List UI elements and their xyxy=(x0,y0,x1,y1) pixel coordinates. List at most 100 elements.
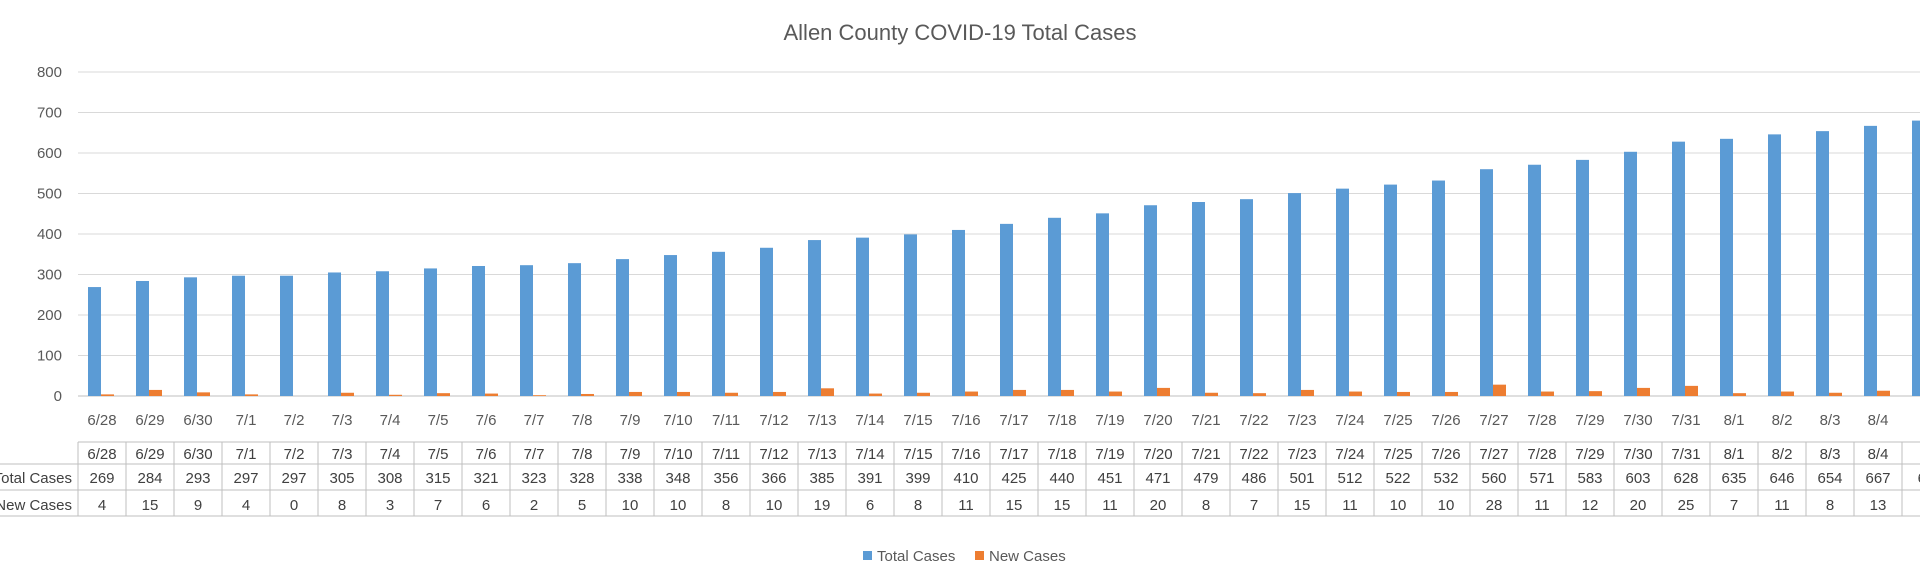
total-cases-cell: 338 xyxy=(617,470,642,487)
table-date-cell: 7/3 xyxy=(332,446,353,463)
new-cases-bar xyxy=(1301,389,1314,396)
x-tick-label: 8/4 xyxy=(1868,412,1889,429)
x-tick-label: 7/7 xyxy=(524,412,545,429)
table-date-cell: 7/15 xyxy=(903,446,932,463)
bars xyxy=(88,120,1920,397)
x-tick-label: 7/12 xyxy=(759,412,788,429)
y-tick-label: 100 xyxy=(37,348,62,365)
table-date-cell: 7/21 xyxy=(1191,446,1220,463)
new-cases-cell: 10 xyxy=(1390,497,1407,514)
table-date-cell: 7/1 xyxy=(236,446,257,463)
x-tick-label: 7/8 xyxy=(572,412,593,429)
new-cases-cell: 25 xyxy=(1678,497,1695,514)
total-cases-cell: 293 xyxy=(185,470,210,487)
x-tick-label: 7/26 xyxy=(1431,412,1460,429)
new-cases-cell: 13 xyxy=(1870,497,1887,514)
total-cases-cell: 410 xyxy=(953,470,978,487)
total-cases-cell: 667 xyxy=(1865,470,1890,487)
x-tick-label: 7/30 xyxy=(1623,412,1652,429)
chart-title: Allen County COVID-19 Total Cases xyxy=(784,20,1137,45)
total-cases-cell: 571 xyxy=(1529,470,1554,487)
new-cases-cell: 15 xyxy=(1006,497,1023,514)
table-date-cell: 6/28 xyxy=(87,446,116,463)
new-cases-cell: 28 xyxy=(1486,497,1503,514)
new-cases-bar xyxy=(1445,391,1458,396)
new-cases-cell: 5 xyxy=(578,497,586,514)
total-cases-cell: 315 xyxy=(425,470,450,487)
x-tick-label: 7/24 xyxy=(1335,412,1364,429)
total-cases-cell: 512 xyxy=(1337,470,1362,487)
total-cases-cell: 501 xyxy=(1289,470,1314,487)
y-tick-label: 600 xyxy=(37,145,62,162)
table-date-cell: 7/12 xyxy=(759,446,788,463)
total-cases-bar xyxy=(1240,199,1253,396)
total-cases-bar xyxy=(952,229,965,396)
gridlines xyxy=(78,71,1920,397)
total-cases-cell: 635 xyxy=(1721,470,1746,487)
y-tick-label: 500 xyxy=(37,186,62,203)
new-cases-cell: 8 xyxy=(1826,497,1834,514)
total-cases-cell: 68 xyxy=(1918,470,1920,487)
new-cases-bar xyxy=(341,392,354,396)
new-cases-cell: 8 xyxy=(914,497,922,514)
x-tick-label: 7/17 xyxy=(999,412,1028,429)
total-cases-bar xyxy=(1480,169,1493,396)
new-cases-bar xyxy=(725,392,738,396)
table-date-cell: 7/26 xyxy=(1431,446,1460,463)
total-cases-cell: 451 xyxy=(1097,470,1122,487)
x-axis: 6/28 6/29 6/30 7/1 7/2 7/3 7/4 7/5 7/6 7/7 7/8 7/9 7… xyxy=(87,412,1920,429)
table-date-cell: 8/3 xyxy=(1820,446,1841,463)
total-cases-bar xyxy=(760,247,773,396)
total-cases-bar xyxy=(1048,217,1061,396)
table-date-cell: 7/9 xyxy=(620,446,641,463)
y-tick-label: 0 xyxy=(54,388,62,405)
total-cases-cell: 646 xyxy=(1769,470,1794,487)
table-date-cell: 7/24 xyxy=(1335,446,1364,463)
total-cases-cell: 532 xyxy=(1433,470,1458,487)
legend-swatch xyxy=(975,551,984,560)
total-cases-bar xyxy=(1864,125,1877,397)
new-cases-cell: 10 xyxy=(1438,497,1455,514)
x-tick-label: 7/16 xyxy=(951,412,980,429)
total-cases-bar xyxy=(664,255,677,396)
new-cases-bar xyxy=(1781,391,1794,396)
total-cases-cell: 603 xyxy=(1625,470,1650,487)
new-cases-cell: 15 xyxy=(142,497,159,514)
new-cases-cell: 7 xyxy=(434,497,442,514)
total-cases-cell: 560 xyxy=(1481,470,1506,487)
x-tick-label: 7/31 xyxy=(1671,412,1700,429)
new-cases-bar xyxy=(485,393,498,396)
new-cases-cell: 6 xyxy=(866,497,874,514)
y-tick-label: 800 xyxy=(37,64,62,81)
new-cases-cell: 7 xyxy=(1730,497,1738,514)
total-cases-bar xyxy=(904,234,917,396)
total-cases-cell: 297 xyxy=(233,470,258,487)
total-cases-cell: 479 xyxy=(1193,470,1218,487)
new-cases-cell: 11 xyxy=(1342,497,1358,514)
total-cases-bar xyxy=(472,265,485,396)
x-tick-label: 7/20 xyxy=(1143,412,1172,429)
table-date-cell: 7/11 xyxy=(712,446,740,463)
total-cases-bar xyxy=(328,272,341,396)
new-cases-bar xyxy=(437,393,450,396)
total-cases-cell: 385 xyxy=(809,470,834,487)
x-tick-label: 7/23 xyxy=(1287,412,1316,429)
x-tick-label: 7/14 xyxy=(855,412,884,429)
table-date-cell: 7/6 xyxy=(476,446,497,463)
new-cases-bar xyxy=(389,394,402,396)
legend-label: Total Cases xyxy=(877,548,955,565)
new-cases-bar xyxy=(197,392,210,396)
new-cases-bar xyxy=(101,394,114,396)
total-cases-bar xyxy=(1768,134,1781,396)
total-cases-bar xyxy=(1816,131,1829,396)
total-cases-bar xyxy=(1384,184,1397,396)
x-tick-label: 7/22 xyxy=(1239,412,1268,429)
table-date-cell: 7/18 xyxy=(1047,446,1076,463)
new-cases-bar xyxy=(1349,391,1362,396)
total-cases-bar xyxy=(280,275,293,396)
new-cases-cell: 3 xyxy=(386,497,394,514)
x-tick-label: 7/27 xyxy=(1479,412,1508,429)
total-cases-bar xyxy=(1672,141,1685,396)
x-tick-label: 6/28 xyxy=(87,412,116,429)
table-date-cell: 7/31 xyxy=(1671,446,1700,463)
